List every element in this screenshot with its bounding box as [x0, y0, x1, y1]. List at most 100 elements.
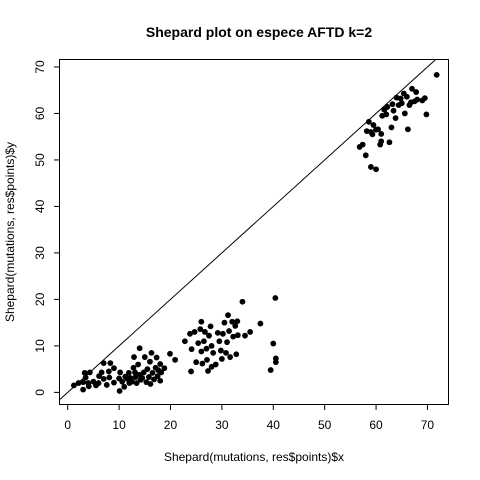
data-point	[413, 89, 420, 95]
data-point	[370, 122, 377, 128]
data-point	[423, 111, 430, 118]
data-point	[257, 320, 264, 327]
data-point	[242, 332, 248, 339]
y-axis-label: Shepard(mutations, res$points)$y	[3, 142, 17, 322]
data-point	[225, 312, 231, 319]
data-point	[206, 332, 212, 339]
data-point	[111, 379, 117, 386]
data-point	[272, 355, 279, 362]
data-point	[384, 104, 391, 110]
data-point	[365, 118, 372, 125]
data-point	[270, 340, 277, 347]
data-point	[198, 318, 205, 325]
reference-line	[59, 59, 436, 400]
x-tick-label: 10	[112, 418, 126, 432]
data-point	[207, 323, 214, 330]
data-point	[218, 356, 225, 362]
data-point	[161, 365, 168, 372]
x-tick-label: 40	[267, 418, 281, 432]
data-point	[373, 166, 379, 173]
data-point	[200, 338, 207, 345]
data-point	[98, 369, 105, 376]
data-point	[154, 373, 161, 380]
data-point	[107, 360, 114, 366]
data-point	[214, 329, 221, 336]
data-point	[405, 126, 411, 133]
data-point	[195, 340, 202, 347]
data-point	[81, 369, 88, 376]
data-point	[75, 380, 82, 386]
data-point	[148, 349, 155, 356]
data-point	[172, 356, 179, 363]
points-layer	[70, 71, 440, 394]
data-point	[82, 374, 89, 381]
data-point	[198, 348, 205, 355]
data-point	[224, 339, 230, 346]
data-point	[230, 333, 237, 340]
data-point	[368, 164, 374, 170]
data-point	[157, 377, 164, 384]
data-point	[147, 381, 154, 387]
data-point	[397, 95, 404, 102]
data-point	[132, 369, 138, 376]
x-tick-label: 20	[164, 418, 178, 432]
data-point	[369, 131, 376, 138]
y-tick-label: 40	[33, 199, 47, 213]
data-point	[146, 374, 152, 380]
data-point	[133, 380, 140, 386]
data-point	[234, 332, 241, 339]
data-point	[111, 365, 117, 372]
data-point	[239, 298, 246, 305]
data-point	[147, 358, 153, 365]
data-point	[80, 379, 87, 386]
data-point	[144, 366, 151, 373]
y-tick-label: 0	[33, 389, 47, 396]
data-point	[158, 369, 165, 376]
x-tick-label: 60	[369, 418, 383, 432]
data-point	[210, 349, 217, 356]
data-point	[85, 383, 92, 390]
x-axis-label: Shepard(mutations, res$points)$x	[164, 450, 344, 464]
x-tick-label: 30	[215, 418, 229, 432]
data-point	[383, 111, 390, 118]
data-point	[202, 329, 208, 335]
y-tick-label: 30	[33, 246, 47, 260]
data-point	[362, 152, 369, 159]
data-point	[193, 359, 200, 366]
data-point	[188, 346, 195, 353]
chart-title: Shepard plot on espece AFTD k=2	[146, 24, 372, 40]
data-point	[105, 368, 112, 375]
data-point	[401, 110, 408, 117]
data-point	[378, 138, 385, 145]
x-tick-label: 70	[421, 418, 435, 432]
data-point	[135, 361, 142, 368]
y-tick-label: 60	[33, 106, 47, 120]
data-point	[121, 383, 128, 390]
x-tick-label: 0	[64, 418, 71, 432]
data-point	[187, 330, 193, 337]
y-tick-label: 20	[33, 292, 47, 306]
data-point	[389, 101, 396, 108]
data-point	[392, 115, 399, 122]
data-point	[226, 328, 232, 334]
data-point	[199, 360, 206, 367]
data-point	[208, 342, 215, 349]
data-point	[204, 356, 210, 363]
data-point	[414, 96, 421, 103]
data-point	[70, 382, 77, 389]
data-point	[247, 329, 254, 335]
data-point	[141, 354, 148, 360]
data-point	[229, 318, 236, 325]
data-point	[100, 360, 107, 366]
data-point	[220, 330, 226, 337]
data-point	[125, 369, 132, 376]
data-point	[398, 100, 405, 107]
data-point	[223, 349, 229, 356]
data-point	[80, 386, 87, 393]
data-point	[216, 338, 223, 345]
data-point	[139, 375, 146, 381]
data-point	[103, 382, 110, 388]
data-point	[388, 124, 395, 131]
data-point	[116, 388, 123, 394]
